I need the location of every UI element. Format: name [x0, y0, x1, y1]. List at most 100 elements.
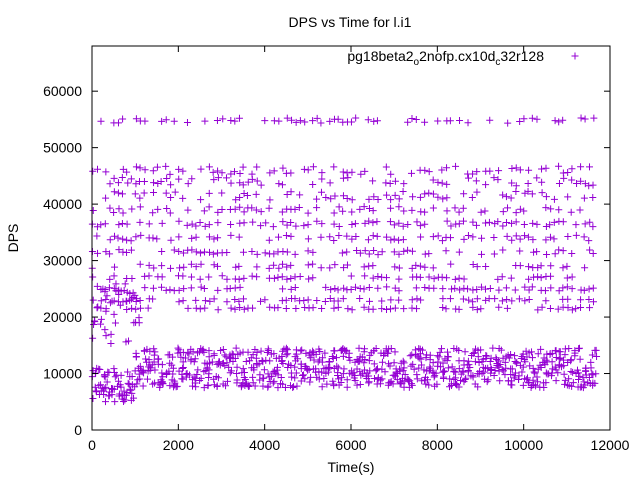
data-point	[482, 296, 490, 304]
data-point	[516, 235, 524, 243]
data-point	[330, 304, 338, 312]
data-point	[452, 374, 460, 382]
data-point	[469, 286, 477, 294]
data-point	[253, 163, 261, 171]
data-point	[227, 117, 235, 125]
data-point	[115, 392, 123, 400]
data-point	[534, 273, 542, 281]
data-point	[264, 382, 272, 390]
data-point	[366, 351, 374, 359]
data-point	[236, 349, 244, 357]
data-point	[214, 208, 222, 216]
data-point	[542, 236, 550, 244]
data-point	[343, 195, 351, 203]
data-point	[576, 355, 584, 363]
data-point	[459, 204, 467, 212]
data-point	[235, 114, 243, 122]
data-point	[135, 319, 143, 327]
data-point	[96, 366, 104, 374]
data-point	[415, 345, 423, 353]
data-point	[501, 358, 509, 366]
data-point	[369, 274, 377, 282]
data-point	[184, 304, 192, 312]
data-point	[559, 247, 567, 255]
data-point	[313, 114, 321, 122]
data-point	[304, 221, 312, 229]
data-point	[474, 383, 482, 391]
data-point	[102, 194, 110, 202]
data-point	[192, 304, 200, 312]
data-point	[525, 263, 533, 271]
data-point	[97, 221, 105, 229]
data-point	[495, 167, 503, 175]
data-point	[97, 297, 105, 305]
data-point	[321, 349, 329, 357]
data-point	[123, 297, 131, 305]
data-point	[171, 188, 179, 196]
data-point	[361, 356, 369, 364]
data-point	[149, 209, 157, 217]
data-point	[244, 381, 252, 389]
data-point	[119, 235, 127, 243]
data-point	[289, 384, 297, 392]
data-point	[313, 217, 321, 225]
data-point	[179, 297, 187, 305]
data-point	[434, 232, 442, 240]
data-point	[287, 232, 295, 240]
data-point	[429, 176, 437, 184]
data-point	[369, 305, 377, 313]
data-point	[537, 274, 545, 282]
data-point	[101, 326, 109, 334]
data-point	[390, 221, 398, 229]
data-point	[89, 167, 97, 175]
data-point	[240, 374, 248, 382]
data-point	[89, 273, 97, 281]
data-point	[129, 294, 137, 302]
data-point	[348, 370, 356, 378]
data-point	[93, 232, 101, 240]
data-point	[422, 380, 430, 388]
data-point	[239, 295, 247, 303]
data-point	[552, 377, 560, 385]
data-point	[244, 348, 252, 356]
data-point	[573, 180, 581, 188]
data-point	[466, 364, 474, 372]
data-point	[542, 204, 550, 212]
data-point	[468, 194, 476, 202]
data-point	[507, 194, 515, 202]
data-point	[335, 222, 343, 230]
data-point	[417, 355, 425, 363]
data-point	[551, 117, 559, 125]
data-point	[577, 303, 585, 311]
data-point	[330, 209, 338, 217]
data-point	[390, 235, 398, 243]
data-point	[291, 374, 299, 382]
data-point	[110, 174, 118, 182]
data-point	[110, 272, 118, 280]
data-point	[430, 373, 438, 381]
data-point	[209, 168, 217, 176]
data-point	[228, 350, 236, 358]
data-point	[504, 204, 512, 212]
data-point	[270, 274, 278, 282]
data-point	[249, 373, 257, 381]
data-point	[457, 377, 465, 385]
data-point	[572, 305, 580, 313]
data-point	[231, 117, 239, 125]
data-point	[512, 218, 520, 226]
data-point	[416, 262, 424, 270]
data-point	[94, 249, 102, 257]
data-point	[124, 179, 132, 187]
data-point	[111, 319, 119, 327]
data-point	[106, 250, 114, 258]
data-point	[397, 379, 405, 387]
data-point	[257, 208, 265, 216]
data-point	[551, 363, 559, 371]
data-point	[499, 208, 507, 216]
data-point	[429, 368, 437, 376]
data-point	[586, 163, 594, 171]
data-point	[210, 261, 218, 269]
data-point	[227, 179, 235, 187]
data-point	[370, 117, 378, 125]
data-point	[426, 356, 434, 364]
